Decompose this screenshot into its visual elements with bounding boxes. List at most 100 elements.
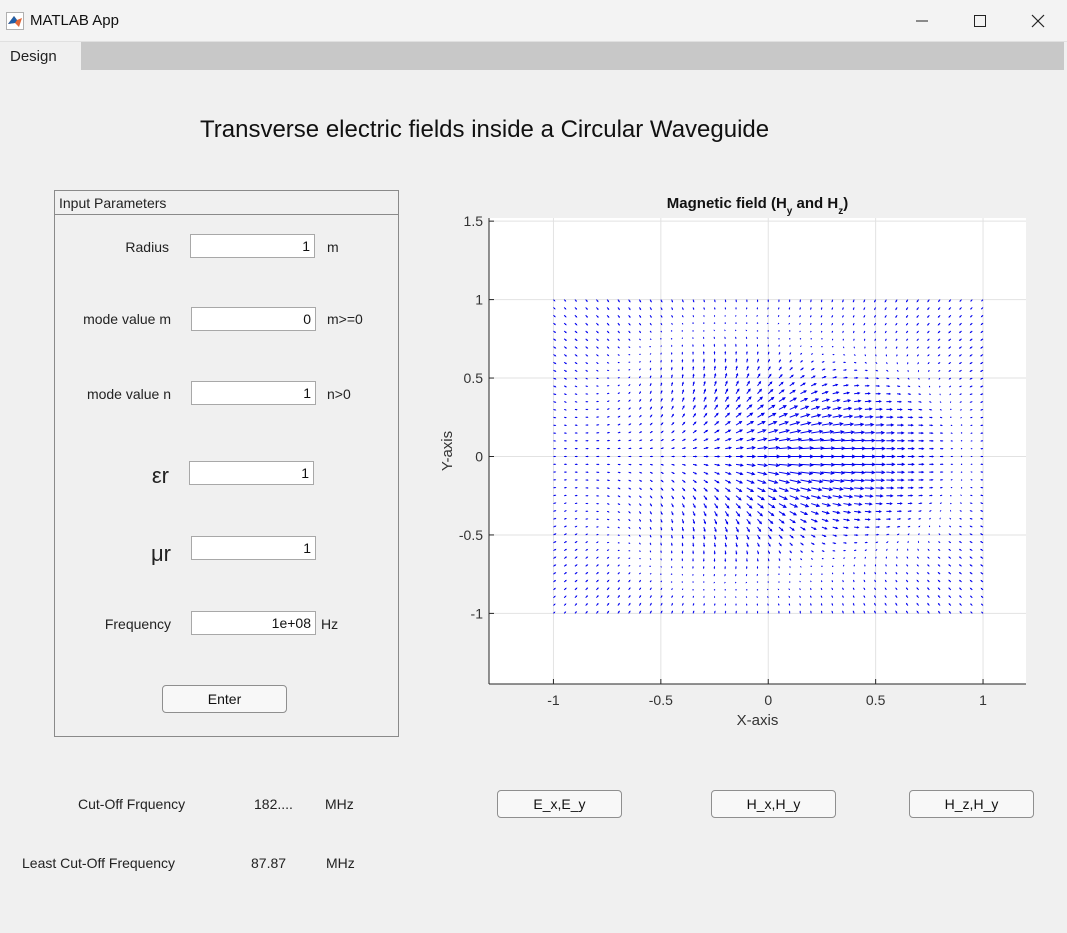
field-arrow-head [937,331,940,334]
field-arrow [660,542,662,546]
mode-n-field[interactable] [191,381,316,405]
field-arrow-head [842,587,844,590]
field-arrow-head [849,486,855,491]
field-arrow [574,595,578,599]
field-arrow [905,610,909,614]
field-arrow [714,421,720,426]
field-arrow-head [575,308,578,310]
field-arrow-head [565,494,567,497]
field-arrow-head [565,572,567,574]
field-arrow-head [829,429,835,434]
mode-m-field[interactable] [191,307,316,331]
field-arrow-head [586,564,589,566]
field-arrow-head [959,595,961,598]
field-arrow-head [887,377,890,380]
field-arrow [789,397,798,403]
tab-design[interactable]: Design [0,42,81,71]
field-arrow-head [728,463,733,467]
field-arrow-head [846,391,851,395]
field-arrow [671,587,673,591]
field-arrow [959,385,962,388]
field-arrow [671,299,674,303]
field-arrow-head [899,510,903,513]
field-arrow [638,375,641,379]
field-arrow [958,541,962,544]
field-arrow-head [586,571,589,574]
field-arrow [843,391,851,395]
field-arrow [778,573,780,575]
field-arrow-head [735,537,739,541]
field-arrow [714,534,717,540]
field-arrow [864,399,872,403]
field-arrow [735,365,738,371]
field-arrow-head [671,374,673,377]
field-arrow-head [717,463,721,467]
field-arrow-shaft [843,399,851,403]
field-arrow-head [618,300,620,303]
field-arrow [929,502,933,505]
field-arrow-head [564,300,567,302]
field-arrow-head [608,439,611,442]
field-arrow [553,533,557,536]
field-arrow [660,322,663,326]
field-arrow-head [826,406,832,410]
minimize-button[interactable] [893,0,951,41]
field-arrow-head [726,505,730,509]
field-arrow-head [874,323,876,326]
field-arrow [799,595,801,598]
field-arrow-head [554,424,557,427]
field-arrow [897,439,906,443]
field-arrow-head [586,424,589,426]
field-arrow [854,486,865,491]
mu-r-field[interactable] [191,536,316,560]
field-arrow [969,502,973,505]
field-arrow-head [586,315,589,318]
field-arrow [907,533,910,536]
field-arrow [929,478,934,481]
field-arrow-head [793,512,798,516]
field-arrow-head [681,551,684,555]
magnetic-field-plot[interactable]: -1 -0.5 0 0.5 1 -1 -0.5 0 0.5 1 1.5 Magnetic field… [430,185,1050,745]
field-arrow-head [586,439,589,442]
field-arrow-head [850,478,855,483]
field-arrow [606,602,610,606]
field-arrow [714,412,719,418]
field-arrow [607,439,611,442]
plot-hx-hy-button[interactable]: H_x,H_y [711,790,836,818]
field-arrow-head [554,564,557,567]
field-arrow-head [749,412,754,416]
field-arrow [638,542,641,545]
field-arrow [854,384,860,387]
field-arrow [854,399,862,403]
field-arrow-head [866,377,869,380]
field-arrow [757,487,766,492]
field-arrow [617,487,621,490]
close-button[interactable] [1009,0,1067,41]
field-arrow [980,463,984,466]
field-arrow [671,526,674,532]
maximize-button[interactable] [951,0,1009,41]
field-arrow [563,564,567,567]
plot-hz-hy-button[interactable]: H_z,H_y [909,790,1034,818]
field-arrow-head [813,375,816,378]
enter-button[interactable]: Enter [162,685,287,713]
field-arrow [724,542,727,548]
field-arrow [821,383,828,387]
field-arrow-head [660,374,663,377]
plot-ex-ey-button[interactable]: E_x,E_y [497,790,622,818]
epsilon-r-field[interactable] [189,461,314,485]
field-arrow-head [861,438,866,443]
radius-field[interactable] [190,234,315,258]
field-arrow [606,408,610,410]
field-arrow [574,299,578,302]
field-arrow [585,548,589,552]
frequency-field[interactable] [191,611,316,635]
field-arrow-head [575,300,578,302]
field-arrow [778,381,784,387]
field-arrow-head [704,412,708,416]
field-arrow [980,502,984,505]
field-arrow-head [586,377,589,380]
field-arrow-head [900,423,905,427]
field-arrow [980,541,984,544]
field-arrow [617,495,621,498]
